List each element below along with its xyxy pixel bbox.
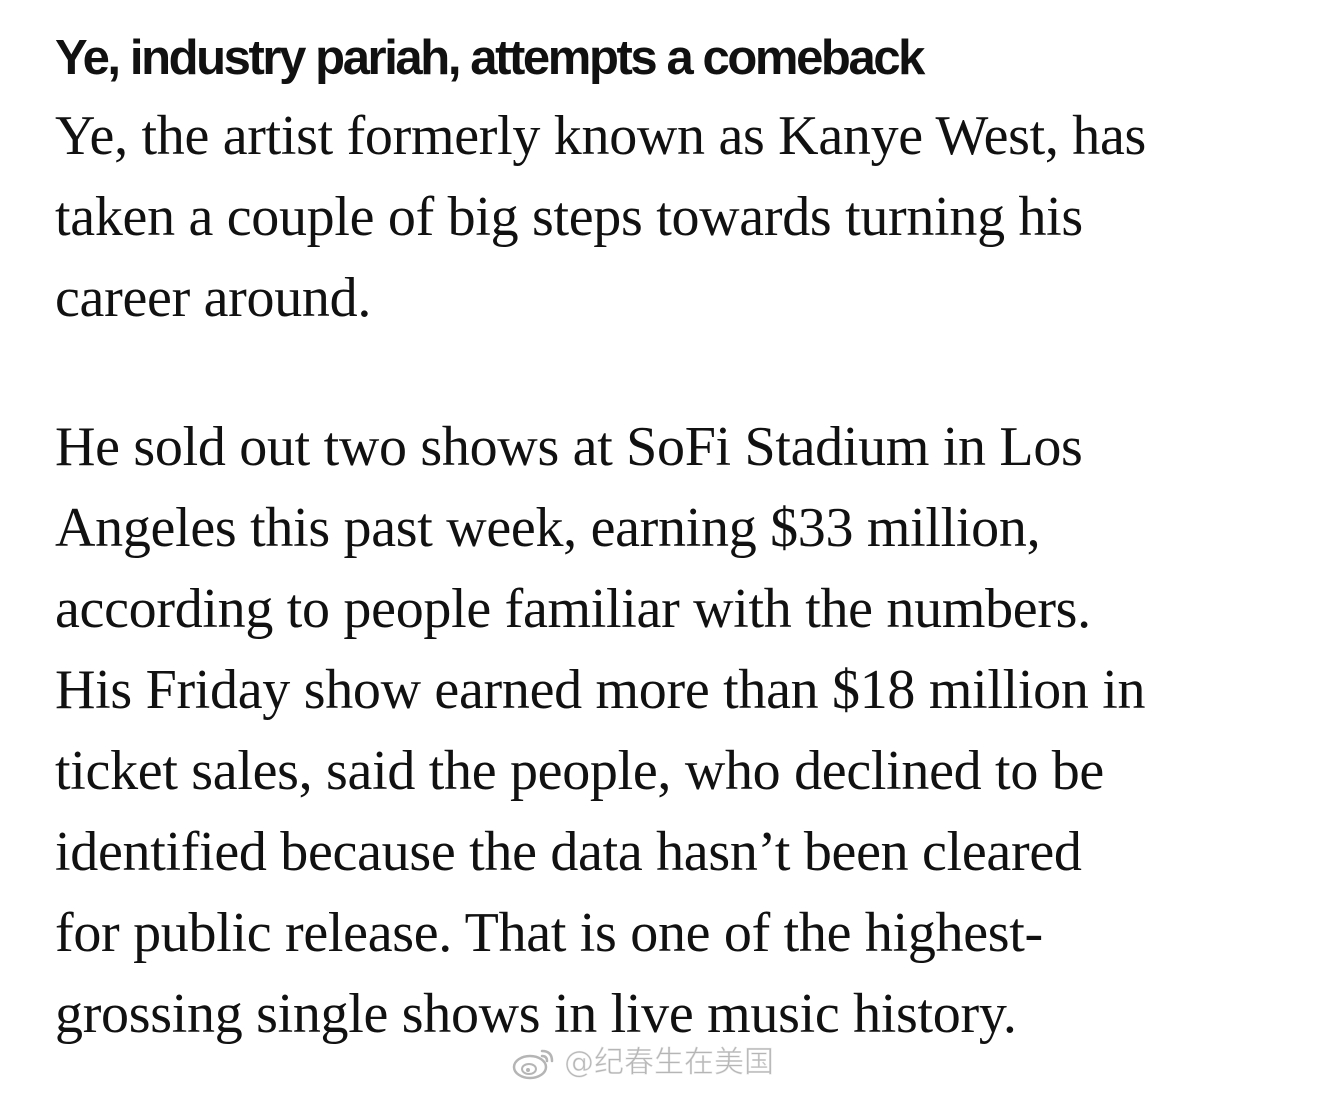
paragraph-line: His Friday show earned more than $18 mil… bbox=[55, 659, 1146, 721]
watermark: @纪春生在美国 bbox=[512, 1043, 775, 1083]
watermark-text: @纪春生在美国 bbox=[564, 1045, 775, 1081]
paragraph-line: career around. bbox=[55, 267, 372, 329]
paragraph-2: He sold out two shows at SoFi Stadium in… bbox=[55, 407, 1295, 1055]
paragraph-1: Ye, the artist formerly known as Kanye W… bbox=[55, 96, 1295, 339]
headline: Ye, industry pariah, attempts a comeback bbox=[55, 31, 925, 85]
weibo-icon bbox=[512, 1045, 556, 1081]
paragraph-line: for public release. That is one of the h… bbox=[55, 902, 1043, 964]
article: Ye, industry pariah, attempts a comeback… bbox=[55, 28, 1295, 1055]
paragraph-line: He sold out two shows at SoFi Stadium in… bbox=[55, 416, 1083, 478]
paragraph-line: according to people familiar with the nu… bbox=[55, 578, 1091, 640]
paragraph-line: ticket sales, said the people, who decli… bbox=[55, 740, 1104, 802]
paragraph-line: Ye, the artist formerly known as Kanye W… bbox=[55, 105, 1147, 167]
paragraph-line: grossing single shows in live music hist… bbox=[55, 983, 1017, 1045]
paragraph-line: identified because the data hasn’t been … bbox=[55, 821, 1082, 883]
paragraph-line: taken a couple of big steps towards turn… bbox=[55, 186, 1083, 248]
paragraph-line: Angeles this past week, earning $33 mill… bbox=[55, 497, 1041, 559]
